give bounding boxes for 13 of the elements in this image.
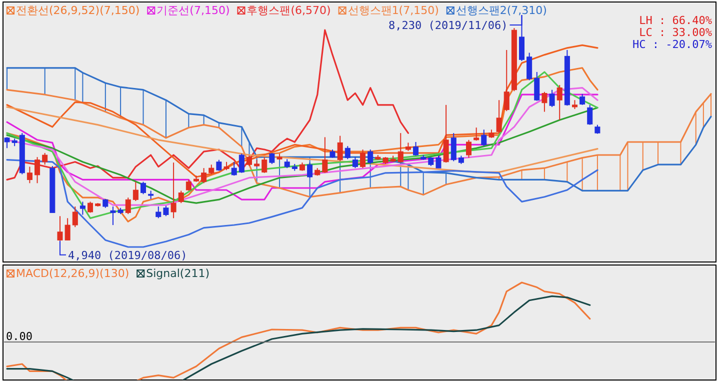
- annotation: LH : 66.40%: [639, 14, 712, 27]
- legend-label: 전환선(26,9,52)(7,150): [16, 4, 140, 17]
- annotation: 8,230 (2019/11/06): [388, 19, 508, 32]
- annotation: HC : -20.07%: [632, 38, 712, 51]
- legend-label: 후행스팬(6,570): [246, 4, 331, 17]
- text: 4,940 (2019/08/06): [68, 248, 188, 262]
- legend-label: 선행스팬2(7,310): [456, 4, 547, 17]
- ref-line-label: 0.00: [6, 330, 32, 343]
- annotation: LC : 33.00%: [639, 26, 712, 39]
- legend-label: MACD(12,26,9)(130): [16, 267, 130, 280]
- legend-label: 기준선(7,150): [156, 4, 230, 17]
- legend-label: 선행스팬1(7,150): [348, 4, 439, 17]
- legend-label: Signal(211): [146, 267, 210, 280]
